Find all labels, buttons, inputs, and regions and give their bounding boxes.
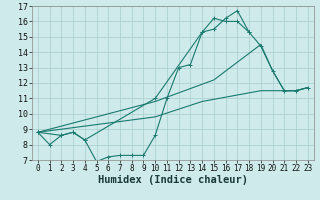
X-axis label: Humidex (Indice chaleur): Humidex (Indice chaleur)	[98, 175, 248, 185]
